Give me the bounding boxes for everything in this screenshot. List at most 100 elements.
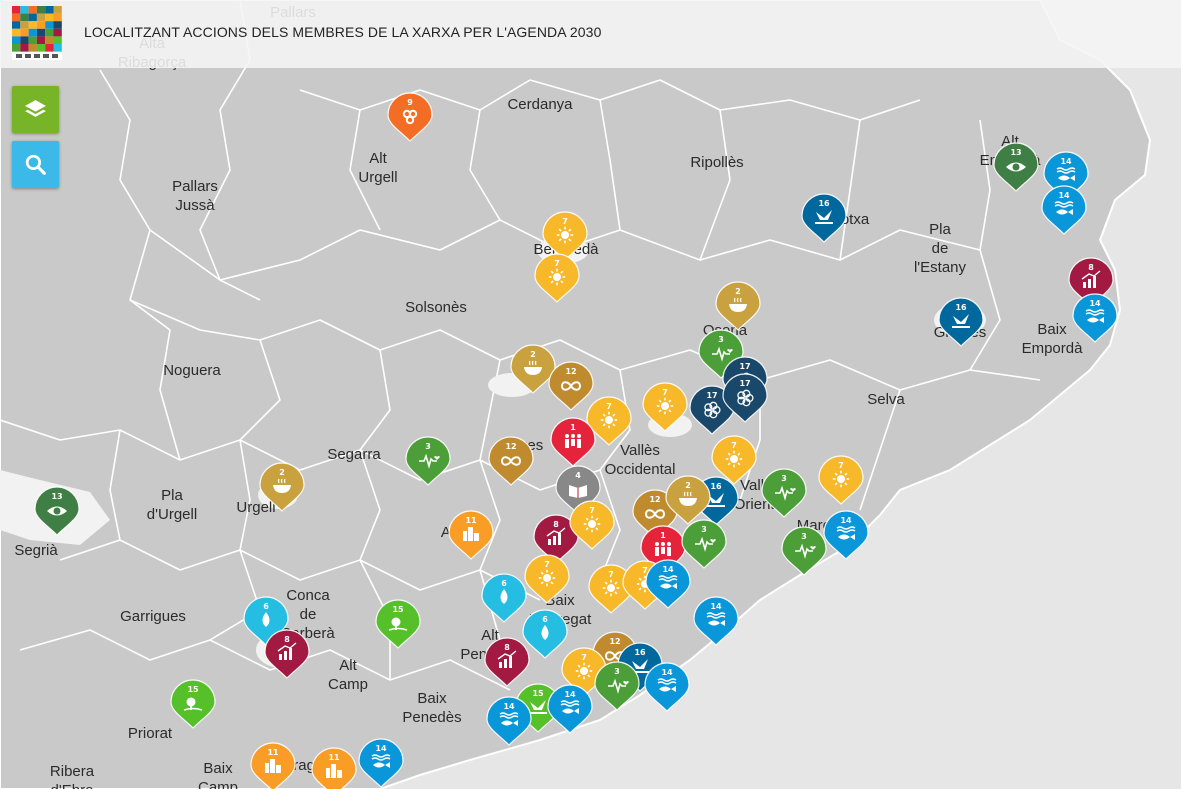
sdg-14-marker[interactable]: 14 bbox=[358, 738, 404, 788]
sdg-2-marker[interactable]: 2 bbox=[665, 475, 711, 525]
region-label: Segarra bbox=[327, 446, 381, 463]
sdg-6-marker[interactable]: 6 bbox=[522, 609, 568, 659]
sdg-goal-number: 2 bbox=[530, 350, 536, 359]
sdg-14-marker[interactable]: 14 bbox=[644, 662, 690, 712]
sun-icon bbox=[725, 450, 743, 468]
heartbeat-icon bbox=[419, 453, 440, 469]
sdg-3-marker[interactable]: 3 bbox=[681, 519, 727, 569]
dove-gavel-icon bbox=[631, 659, 649, 673]
sdg-3-marker[interactable]: 3 bbox=[761, 468, 807, 518]
sdg-goal-number: 14 bbox=[661, 668, 673, 677]
sdg-goal-number: 17 bbox=[706, 391, 717, 400]
sdg-15-marker[interactable]: 15 bbox=[375, 599, 421, 649]
eye-globe-icon bbox=[47, 506, 67, 516]
region-label: Baix Penedès bbox=[402, 690, 461, 726]
search-button[interactable] bbox=[12, 141, 59, 188]
sdg-16-marker[interactable]: 16 bbox=[938, 297, 984, 347]
region-label: Noguera bbox=[163, 362, 221, 379]
sdg-mosaic-logo-icon[interactable] bbox=[12, 6, 62, 60]
eye-globe-icon bbox=[1006, 162, 1026, 172]
sdg-goal-number: 7 bbox=[731, 441, 737, 450]
sdg-7-marker[interactable]: 7 bbox=[542, 211, 588, 261]
sdg-8-marker[interactable]: 8 bbox=[1068, 257, 1114, 307]
sdg-3-marker[interactable]: 3 bbox=[594, 661, 640, 711]
sdg-goal-number: 3 bbox=[781, 474, 787, 483]
sdg-7-marker[interactable]: 7 bbox=[569, 500, 615, 550]
region-label: Selva bbox=[867, 391, 905, 408]
header-bar: LOCALITZANT ACCIONS DELS MEMBRES DE LA X… bbox=[0, 0, 1181, 68]
sdg-3-marker[interactable]: 3 bbox=[405, 436, 451, 486]
dove-gavel-icon bbox=[529, 700, 547, 714]
sdg-goal-number: 13 bbox=[1010, 148, 1021, 157]
sdg-3-marker[interactable]: 3 bbox=[781, 526, 827, 576]
heartbeat-icon bbox=[608, 678, 629, 694]
fish-waves-icon bbox=[706, 612, 726, 626]
city-buildings-icon bbox=[463, 527, 479, 541]
sdg-7-marker[interactable]: 7 bbox=[711, 435, 757, 485]
region-label: Ripollès bbox=[690, 154, 743, 171]
family-icon bbox=[655, 542, 671, 556]
sdg-7-marker[interactable]: 7 bbox=[524, 554, 570, 604]
region-label: Cerdanya bbox=[507, 96, 573, 113]
sdg-9-marker[interactable]: 9 bbox=[387, 92, 433, 142]
sun-icon bbox=[832, 470, 850, 488]
sdg-goal-number: 6 bbox=[263, 602, 269, 611]
sdg-2-marker[interactable]: 2 bbox=[259, 462, 305, 512]
layers-button[interactable] bbox=[12, 86, 59, 133]
fish-waves-icon bbox=[371, 754, 391, 768]
sdg-goal-number: 14 bbox=[1089, 299, 1101, 308]
sdg-goal-number: 15 bbox=[187, 685, 199, 694]
sdg-14-marker[interactable]: 14 bbox=[547, 684, 593, 734]
sdg-15-marker[interactable]: 15 bbox=[170, 679, 216, 729]
sdg-11-marker[interactable]: 11 bbox=[250, 742, 296, 789]
sdg-14-marker[interactable]: 14 bbox=[486, 696, 532, 746]
sdg-11-marker[interactable]: 11 bbox=[448, 510, 494, 560]
sdg-goal-number: 17 bbox=[739, 379, 750, 388]
sdg-goal-number: 8 bbox=[553, 520, 559, 529]
city-buildings-icon bbox=[326, 764, 342, 778]
region-label: Solsonès bbox=[405, 299, 467, 316]
sdg-16-marker[interactable]: 16 bbox=[801, 193, 847, 243]
sdg-goal-number: 17 bbox=[739, 362, 750, 371]
industry-gears-icon bbox=[402, 109, 418, 125]
sdg-goal-number: 8 bbox=[1088, 263, 1094, 272]
sdg-goal-number: 8 bbox=[504, 643, 510, 652]
fish-waves-icon bbox=[499, 712, 519, 726]
sun-icon bbox=[538, 569, 556, 587]
fish-waves-icon bbox=[560, 700, 580, 714]
sdg-8-marker[interactable]: 8 bbox=[484, 637, 530, 687]
sdg-12-marker[interactable]: 12 bbox=[488, 436, 534, 486]
sdg-6-marker[interactable]: 6 bbox=[481, 573, 527, 623]
sdg-goal-number: 4 bbox=[575, 471, 581, 480]
dove-gavel-icon bbox=[707, 493, 725, 507]
sdg-1-marker[interactable]: 1 bbox=[550, 417, 596, 467]
sdg-8-marker[interactable]: 8 bbox=[533, 514, 579, 564]
sdg-7-marker[interactable]: 7 bbox=[642, 382, 688, 432]
fish-waves-icon bbox=[657, 678, 677, 692]
heartbeat-icon bbox=[712, 346, 733, 362]
sdg-17-marker[interactable]: 17 bbox=[722, 373, 768, 423]
sdg-8-marker[interactable]: 8 bbox=[264, 629, 310, 679]
sdg-2-marker[interactable]: 2 bbox=[510, 344, 556, 394]
sdg-7-marker[interactable]: 7 bbox=[534, 253, 580, 303]
sdg-12-marker[interactable]: 12 bbox=[548, 361, 594, 411]
sdg-13-marker[interactable]: 13 bbox=[993, 142, 1039, 192]
sdg-11-marker[interactable]: 11 bbox=[311, 747, 357, 789]
sdg-14-marker[interactable]: 14 bbox=[693, 596, 739, 646]
infinity-icon bbox=[644, 509, 666, 519]
family-icon bbox=[565, 434, 581, 448]
region-label: Segrià bbox=[14, 542, 58, 559]
sdg-goal-number: 7 bbox=[606, 402, 612, 411]
sun-icon bbox=[556, 226, 574, 244]
sdg-goal-number: 16 bbox=[818, 199, 830, 208]
sdg-14-marker[interactable]: 14 bbox=[1072, 293, 1118, 343]
sdg-14-marker[interactable]: 14 bbox=[1041, 185, 1087, 235]
sdg-14-marker[interactable]: 14 bbox=[645, 559, 691, 609]
book-icon bbox=[569, 485, 587, 498]
sdg-7-marker[interactable]: 7 bbox=[818, 455, 864, 505]
sdg-2-marker[interactable]: 2 bbox=[715, 281, 761, 331]
sdg-13-marker[interactable]: 13 bbox=[34, 486, 80, 536]
sdg-goal-number: 3 bbox=[718, 335, 724, 344]
sdg-14-marker[interactable]: 14 bbox=[823, 510, 869, 560]
